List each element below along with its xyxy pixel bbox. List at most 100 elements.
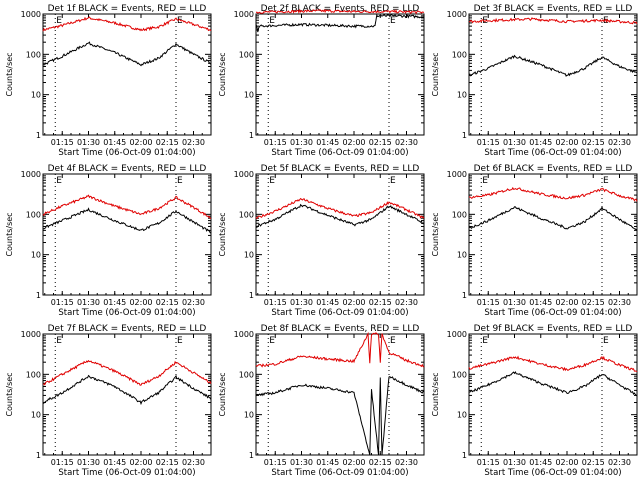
y-axis-label: Counts/sec (5, 212, 14, 256)
series-line-lld (255, 8, 425, 15)
y-tick-label: 10 (244, 411, 254, 420)
series-line-lld (468, 355, 638, 373)
x-tick-label: 02:30 (182, 298, 205, 307)
x-tick-label: 02:15 (156, 458, 179, 467)
y-tick-label: 1 (462, 291, 467, 300)
event-marker-label: E (269, 176, 275, 186)
y-tick-label: 1 (36, 131, 41, 140)
event-marker-label: E (482, 176, 488, 186)
x-tick-label: 01:45 (103, 298, 126, 307)
x-axis-label: Start Time (06-Oct-09 01:04:00) (271, 468, 408, 478)
x-tick-label: 01:15 (264, 458, 287, 467)
x-tick-label: 02:00 (555, 298, 578, 307)
chart-panel-9: Det 9f BLACK = Events, RED = LLD Counts/s… (431, 324, 638, 478)
x-axis-label: Start Time (06-Oct-09 01:04:00) (271, 148, 408, 158)
chart-title: Det 2f BLACK = Events, RED = LLD (261, 4, 420, 14)
y-tick-label: 1000 (21, 330, 41, 339)
x-tick-label: 01:30 (503, 458, 526, 467)
chart-title: Det 4f BLACK = Events, RED = LLD (48, 164, 207, 174)
series-line-lld (42, 359, 212, 386)
x-axis-label: Start Time (06-Oct-09 01:04:00) (484, 308, 621, 318)
x-tick-label: 02:00 (129, 458, 152, 467)
x-tick-label: 01:30 (290, 138, 313, 147)
chart-title: Det 8f BLACK = Events, RED = LLD (261, 324, 420, 334)
y-axis-label: Counts/sec (218, 52, 227, 96)
x-tick-label: 01:30 (290, 458, 313, 467)
series-line-events (468, 205, 638, 231)
series-line-events (468, 54, 638, 77)
x-tick-label: 02:30 (395, 138, 418, 147)
series-line-events (255, 203, 425, 228)
y-tick-label: 1 (249, 291, 254, 300)
series-line-events (468, 370, 638, 397)
x-axis-label: Start Time (06-Oct-09 01:04:00) (271, 308, 408, 318)
x-tick-label: 02:30 (395, 458, 418, 467)
y-tick-label: 1 (249, 451, 254, 460)
plot-frame (255, 13, 425, 136)
y-tick-label: 100 (26, 210, 41, 219)
x-tick-label: 01:15 (51, 298, 74, 307)
plot-frame (255, 173, 425, 296)
chart-panel-6: Det 6f BLACK = Events, RED = LLD Counts/s… (431, 164, 638, 318)
y-axis-label: Counts/sec (5, 372, 14, 416)
x-tick-label: 02:15 (156, 138, 179, 147)
x-tick-label: 02:00 (129, 138, 152, 147)
x-tick-label: 01:30 (77, 298, 100, 307)
x-tick-label: 01:30 (77, 458, 100, 467)
event-marker-label: E (177, 176, 183, 186)
x-tick-label: 01:30 (503, 138, 526, 147)
x-tick-label: 02:00 (555, 458, 578, 467)
plot-frame (468, 13, 638, 136)
x-tick-label: 02:00 (555, 138, 578, 147)
series-line-lld (42, 16, 212, 32)
x-tick-label: 01:30 (77, 138, 100, 147)
series-line-events (42, 207, 212, 234)
series-line-events (255, 375, 425, 456)
y-tick-label: 10 (457, 251, 467, 260)
y-tick-label: 100 (26, 50, 41, 59)
plot-frame (42, 173, 212, 296)
event-marker-label: E (269, 336, 275, 346)
y-tick-label: 1 (249, 131, 254, 140)
x-tick-label: 01:15 (477, 138, 500, 147)
y-tick-label: 1000 (21, 10, 41, 19)
y-tick-label: 10 (31, 251, 41, 260)
y-tick-label: 1000 (447, 330, 467, 339)
series-line-lld (42, 194, 212, 220)
chart-panel-2: Det 2f BLACK = Events, RED = LLD Counts/s… (218, 4, 425, 158)
x-tick-label: 02:15 (369, 138, 392, 147)
event-marker-label: E (269, 16, 275, 26)
series-line-lld (468, 17, 638, 25)
y-tick-label: 100 (26, 370, 41, 379)
event-marker-label: E (177, 16, 183, 26)
x-tick-label: 02:30 (608, 298, 631, 307)
chart-panel-1: Det 1f BLACK = Events, RED = LLD Counts/s… (5, 4, 212, 158)
series-line-events (42, 41, 212, 67)
y-axis-label: Counts/sec (431, 212, 440, 256)
y-tick-label: 10 (244, 91, 254, 100)
x-axis-label: Start Time (06-Oct-09 01:04:00) (484, 468, 621, 478)
event-marker-label: E (177, 336, 183, 346)
x-tick-label: 01:45 (316, 298, 339, 307)
chart-panel-3: Det 3f BLACK = Events, RED = LLD Counts/s… (431, 4, 638, 158)
x-tick-label: 01:15 (477, 298, 500, 307)
x-tick-label: 01:30 (503, 298, 526, 307)
chart-title: Det 7f BLACK = Events, RED = LLD (48, 324, 207, 334)
plot-frame (255, 333, 425, 456)
event-marker-label: E (603, 336, 609, 346)
x-axis-label: Start Time (06-Oct-09 01:04:00) (58, 308, 195, 318)
y-tick-label: 100 (452, 210, 467, 219)
x-tick-label: 01:15 (51, 138, 74, 147)
y-tick-label: 10 (31, 411, 41, 420)
series-line-lld (468, 186, 638, 202)
x-tick-label: 01:15 (477, 458, 500, 467)
x-axis-label: Start Time (06-Oct-09 01:04:00) (58, 148, 195, 158)
x-axis-label: Start Time (06-Oct-09 01:04:00) (58, 468, 195, 478)
y-tick-label: 1000 (234, 330, 254, 339)
x-tick-label: 01:45 (529, 458, 552, 467)
x-axis-label: Start Time (06-Oct-09 01:04:00) (484, 148, 621, 158)
x-tick-label: 01:45 (316, 138, 339, 147)
y-axis-label: Counts/sec (5, 52, 14, 96)
x-tick-label: 02:00 (342, 138, 365, 147)
